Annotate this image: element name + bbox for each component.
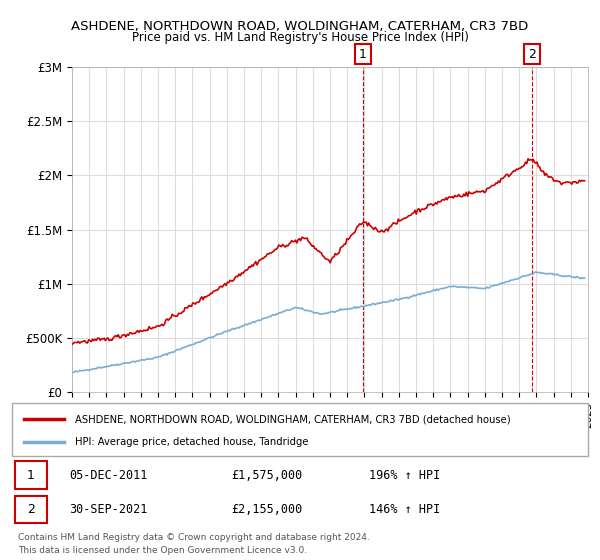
Text: 1: 1 (359, 48, 367, 60)
Text: 1: 1 (27, 469, 35, 482)
Text: ASHDENE, NORTHDOWN ROAD, WOLDINGHAM, CATERHAM, CR3 7BD: ASHDENE, NORTHDOWN ROAD, WOLDINGHAM, CAT… (71, 20, 529, 32)
Text: ASHDENE, NORTHDOWN ROAD, WOLDINGHAM, CATERHAM, CR3 7BD (detached house): ASHDENE, NORTHDOWN ROAD, WOLDINGHAM, CAT… (76, 414, 511, 424)
Text: 196% ↑ HPI: 196% ↑ HPI (369, 469, 440, 482)
Text: 05-DEC-2011: 05-DEC-2011 (70, 469, 148, 482)
Text: 146% ↑ HPI: 146% ↑ HPI (369, 503, 440, 516)
Text: Price paid vs. HM Land Registry's House Price Index (HPI): Price paid vs. HM Land Registry's House … (131, 31, 469, 44)
Text: £2,155,000: £2,155,000 (231, 503, 302, 516)
Text: 30-SEP-2021: 30-SEP-2021 (70, 503, 148, 516)
Text: Contains HM Land Registry data © Crown copyright and database right 2024.: Contains HM Land Registry data © Crown c… (18, 533, 370, 542)
Text: This data is licensed under the Open Government Licence v3.0.: This data is licensed under the Open Gov… (18, 546, 307, 555)
Text: 2: 2 (528, 48, 536, 60)
Text: 2: 2 (27, 503, 35, 516)
Bar (15, 461, 47, 489)
Text: £1,575,000: £1,575,000 (231, 469, 302, 482)
Bar (15, 496, 47, 524)
Text: HPI: Average price, detached house, Tandridge: HPI: Average price, detached house, Tand… (76, 436, 309, 446)
